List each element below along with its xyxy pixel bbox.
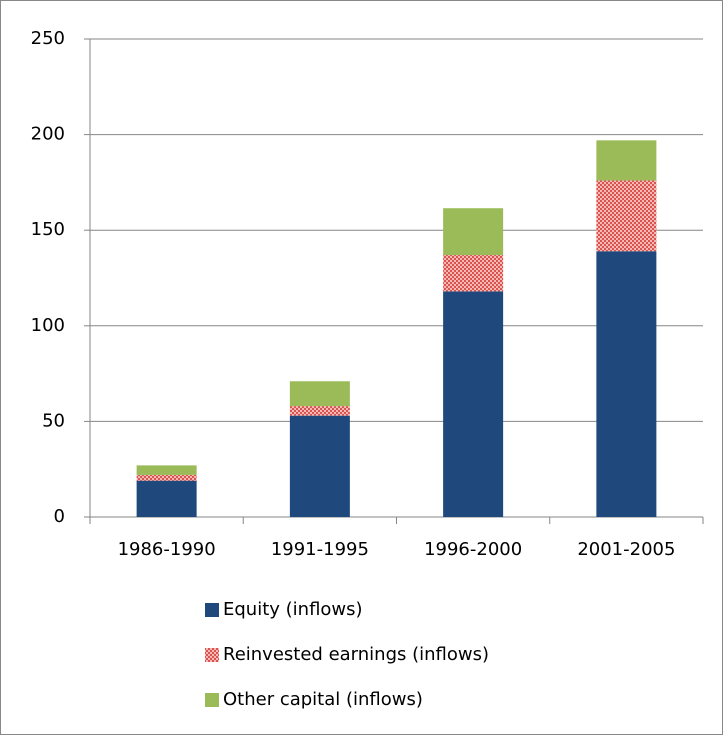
bar-segment bbox=[443, 255, 504, 292]
bar-segment bbox=[596, 251, 657, 517]
y-tick-label: 250 bbox=[31, 28, 65, 49]
bar-segment bbox=[289, 415, 350, 517]
bar-segment bbox=[136, 474, 197, 481]
legend-label: Equity (inflows) bbox=[223, 599, 363, 620]
x-tick-label: 1991-1995 bbox=[271, 539, 369, 560]
bar-segment bbox=[596, 180, 657, 252]
bar-segment bbox=[289, 381, 350, 407]
legend-label: Other capital (inflows) bbox=[223, 689, 423, 710]
y-tick-label: 200 bbox=[31, 124, 65, 145]
bar-segment bbox=[596, 140, 657, 181]
bar-segment bbox=[136, 465, 197, 475]
bar-segment bbox=[443, 291, 504, 517]
legend-swatch bbox=[205, 693, 219, 707]
y-tick-label: 50 bbox=[42, 410, 65, 431]
legend-label: Reinvested earnings (inflows) bbox=[223, 644, 489, 665]
bar-segment bbox=[136, 480, 197, 517]
x-tick-label: 1996-2000 bbox=[424, 539, 522, 560]
bar-segment bbox=[443, 208, 504, 256]
bar-segment bbox=[289, 406, 350, 416]
y-tick-label: 100 bbox=[31, 315, 65, 336]
x-tick-label: 2001-2005 bbox=[577, 539, 675, 560]
x-tick-label: 1986-1990 bbox=[118, 539, 216, 560]
legend-swatch bbox=[205, 603, 219, 617]
legend-swatch bbox=[205, 648, 219, 662]
y-tick-label: 0 bbox=[54, 506, 65, 527]
y-tick-label: 150 bbox=[31, 219, 65, 240]
